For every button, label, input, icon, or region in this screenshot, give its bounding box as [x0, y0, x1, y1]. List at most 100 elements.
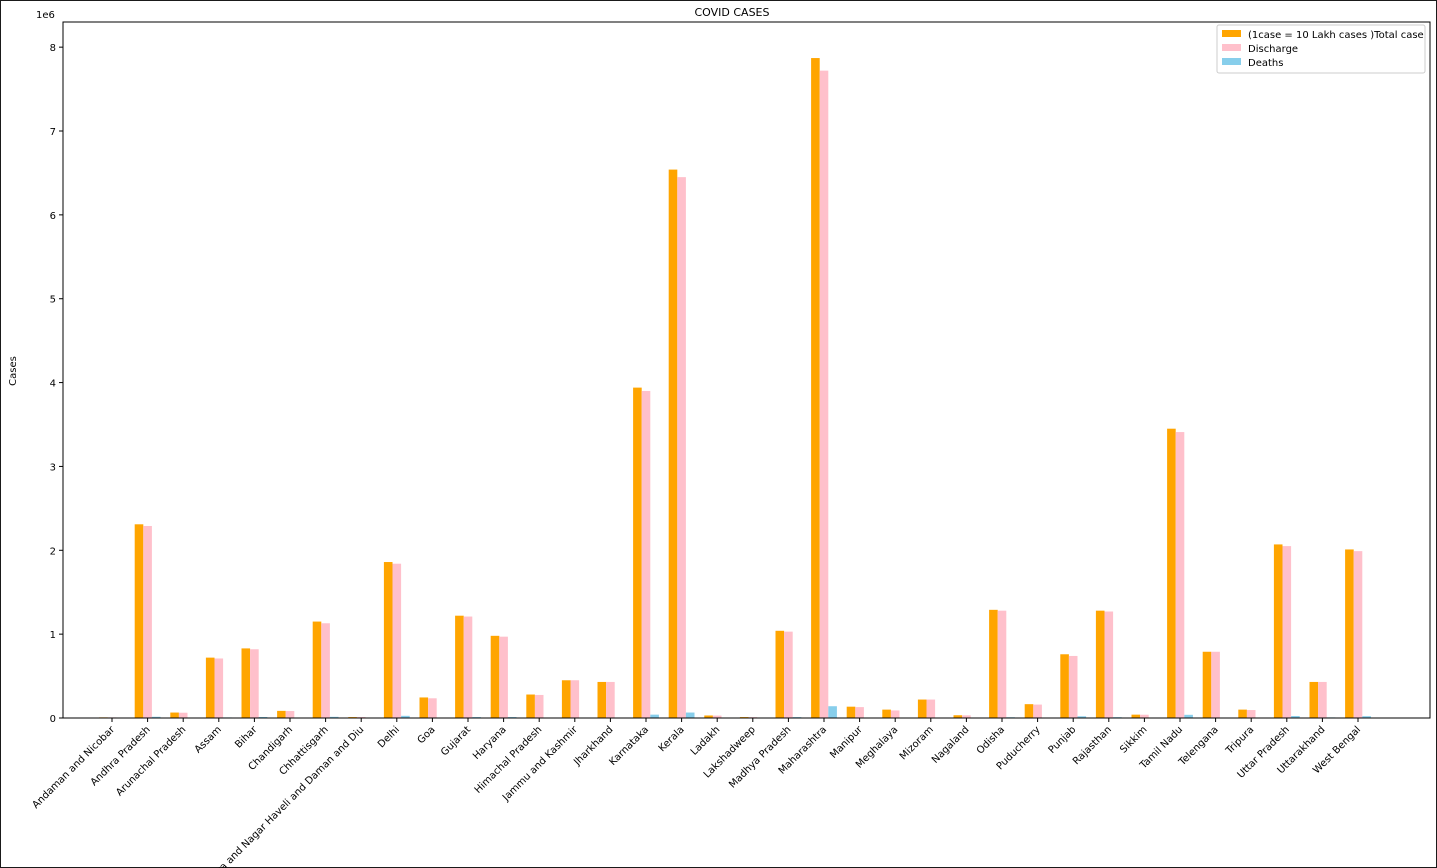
bar-total	[668, 169, 678, 718]
bar-discharge	[534, 694, 544, 718]
bar-total	[1238, 709, 1247, 718]
x-tick-label: Delhi	[376, 724, 402, 750]
bar-total	[277, 710, 286, 718]
bar-deaths	[828, 706, 837, 718]
x-tick-label: Sikkim	[1118, 724, 1149, 755]
x-tick-label: Odisha	[975, 724, 1007, 756]
bar-total	[1095, 610, 1105, 718]
x-tick-label: Kerala	[657, 724, 687, 754]
bar-discharge	[641, 390, 651, 718]
bar-total	[882, 709, 891, 718]
x-tick-label: Madhya Pradesh	[727, 724, 793, 790]
bar-total	[312, 621, 322, 718]
bar-discharge	[143, 525, 152, 718]
legend-label: Deaths	[1248, 58, 1283, 69]
bar-discharge	[712, 715, 722, 718]
bar-discharge	[890, 710, 900, 718]
bar-discharge	[784, 631, 793, 718]
legend-swatch	[1222, 44, 1241, 51]
bar-total	[1273, 544, 1283, 718]
bar-total	[490, 635, 500, 718]
bar-discharge	[855, 707, 864, 718]
bar-total	[1309, 681, 1319, 718]
y-tick-label: 0	[50, 714, 56, 725]
bar-deaths	[685, 712, 695, 718]
bar-deaths	[1362, 716, 1371, 718]
bars-group	[99, 58, 1371, 719]
bar-discharge	[428, 698, 437, 718]
x-tick-label: Nagaland	[930, 724, 971, 765]
bar-discharge	[1353, 551, 1363, 718]
y-tick-label: 5	[50, 295, 56, 306]
bar-discharge	[1140, 714, 1149, 718]
bar-total	[561, 680, 571, 718]
bar-total	[170, 712, 179, 718]
bar-total	[526, 694, 535, 718]
bar-discharge	[1318, 681, 1327, 718]
bar-total	[917, 699, 927, 718]
bar-total	[989, 609, 998, 718]
y-tick-label: 2	[50, 546, 56, 557]
y-tick-label: 3	[50, 462, 56, 473]
bar-discharge	[677, 177, 686, 719]
x-tick-label: Punjab	[1047, 724, 1079, 756]
bar-total	[1345, 549, 1354, 718]
y-axis-offset-label: 1e6	[36, 10, 55, 21]
bar-total	[134, 524, 144, 718]
bar-total	[455, 615, 464, 718]
x-tick-label: Tripura	[1223, 724, 1256, 757]
bar-discharge	[997, 610, 1007, 718]
bar-total	[704, 715, 713, 718]
bar-total	[241, 648, 251, 718]
chart-title: COVID CASES	[694, 6, 769, 19]
bar-discharge	[178, 712, 188, 718]
plot-area	[62, 21, 1431, 719]
bar-discharge	[321, 623, 330, 718]
bar-total	[811, 58, 820, 718]
bar-discharge	[1175, 432, 1185, 718]
bar-total	[953, 715, 963, 718]
bar-discharge	[926, 699, 936, 718]
bar-discharge	[1246, 710, 1256, 718]
bar-discharge	[285, 711, 295, 718]
bar-discharge	[1282, 546, 1292, 718]
bar-total	[205, 657, 215, 718]
legend-label: (1case = 10 Lakh cases )Total case	[1248, 30, 1424, 41]
x-tick-label: Himachal Pradesh	[473, 724, 545, 796]
bar-discharge	[1033, 704, 1042, 718]
bar-deaths	[401, 715, 410, 718]
bar-total	[597, 681, 607, 718]
y-tick-label: 6	[50, 211, 56, 222]
x-tick-label: Manipur	[828, 724, 865, 761]
legend-swatch	[1222, 58, 1241, 65]
bar-deaths	[329, 716, 339, 718]
y-tick-label: 1	[50, 630, 56, 641]
y-axis-label: Cases	[8, 356, 19, 386]
x-tick-label: Gujarat	[439, 724, 473, 758]
x-tick-label: Rajasthan	[1071, 724, 1114, 767]
bar-discharge	[250, 649, 259, 718]
bar-discharge	[392, 563, 402, 718]
bar-total	[383, 562, 393, 718]
y-axis-ticks: 0 1 2 3 4 5 6 7 8	[50, 43, 63, 725]
bar-deaths	[1077, 716, 1087, 718]
bar-deaths	[1291, 716, 1300, 718]
legend: (1case = 10 Lakh cases )Total case Discha…	[1216, 24, 1426, 74]
legend-box	[1216, 24, 1426, 74]
bar-deaths	[258, 716, 268, 718]
bar-discharge	[463, 616, 473, 718]
bar-discharge	[214, 658, 224, 718]
bar-total	[775, 630, 785, 718]
x-tick-label: Ladakh	[689, 724, 722, 757]
x-tick-label: Bihar	[233, 724, 260, 751]
bar-total	[846, 706, 856, 718]
bar-discharge	[570, 680, 580, 718]
bar-discharge	[606, 681, 615, 718]
x-tick-label: Assam	[193, 724, 224, 755]
bar-deaths	[1184, 714, 1193, 718]
bar-total	[1024, 704, 1034, 718]
legend-swatch	[1222, 30, 1241, 37]
bar-total	[1060, 654, 1069, 718]
